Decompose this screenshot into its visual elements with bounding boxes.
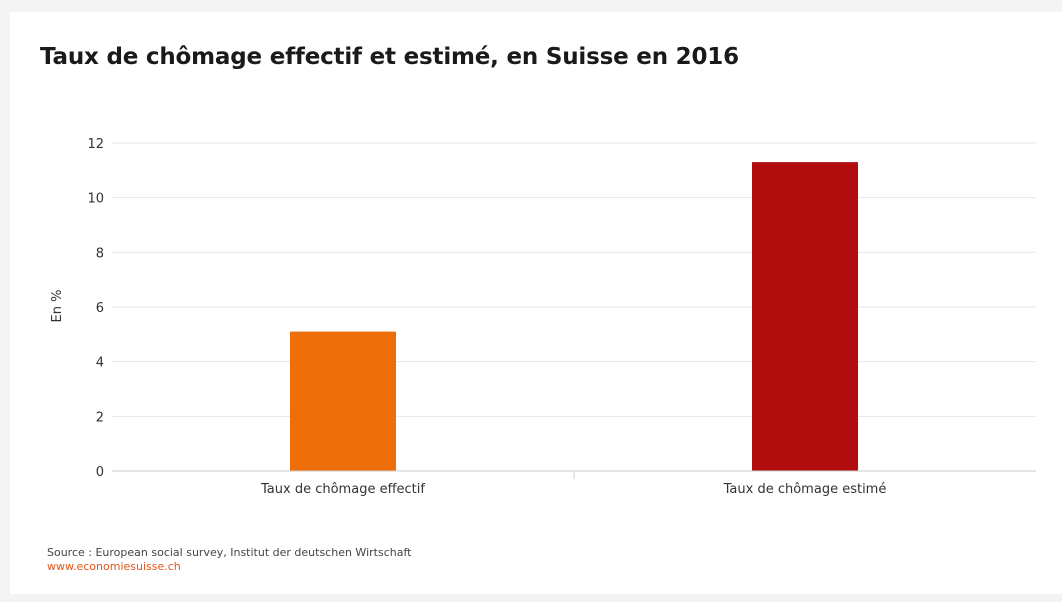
- bar: [752, 162, 858, 471]
- chart-footer: Source : European social survey, Institu…: [47, 546, 411, 574]
- chart-card: [10, 12, 1062, 594]
- source-note: Source : European social survey, Institu…: [47, 546, 412, 559]
- website-link[interactable]: www.economiesuisse.ch: [47, 560, 181, 573]
- gridlines: [112, 142, 1036, 417]
- y-tick-label: 6: [96, 301, 104, 316]
- x-tick-label: Taux de chômage estimé: [723, 482, 887, 497]
- y-tick-label: 4: [96, 356, 104, 371]
- bar: [290, 331, 396, 471]
- axes: 0 2 4 6 8 10 12 Taux de chômage effectif Taux de…: [87, 137, 1036, 497]
- y-tick-label: 2: [96, 410, 104, 425]
- y-axis-label: En %: [50, 290, 65, 323]
- y-tick-label: 0: [96, 465, 104, 480]
- y-tick-label: 8: [96, 246, 104, 261]
- bars: [290, 162, 858, 471]
- x-tick-label: Taux de chômage effectif: [260, 482, 425, 497]
- y-tick-label: 12: [87, 137, 104, 152]
- y-tick-label: 10: [87, 192, 104, 207]
- chart-title: Taux de chômage effectif et estimé, en S…: [40, 44, 739, 70]
